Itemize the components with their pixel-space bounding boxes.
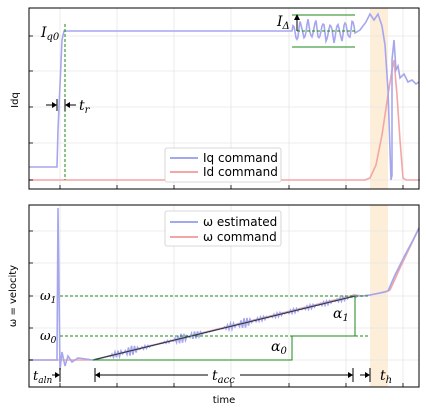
tr-arrowhead-right — [65, 102, 70, 108]
th-arrowhead — [365, 372, 370, 378]
tacc-arrowhead-left — [95, 372, 100, 378]
tacc-arrowhead-right — [348, 372, 353, 378]
legend-label-iq: Iq command — [203, 151, 278, 165]
omega-command-line — [29, 227, 420, 361]
bottom-legend: ω estimated ω command — [164, 210, 282, 247]
accel-reference-line — [92, 295, 356, 361]
annotation-taln: taln — [33, 369, 52, 386]
annotation-alpha1: α1 — [333, 306, 349, 324]
bottom-ticks — [29, 230, 404, 387]
annotation-iq0: Iq0 — [40, 25, 60, 43]
legend-label-id: Id command — [203, 165, 278, 179]
bottom-xlabel: time — [213, 395, 236, 406]
tr-arrowhead-left — [52, 102, 57, 108]
idelta-arrowhead — [294, 14, 300, 20]
annotation-tacc: tacc — [212, 368, 235, 386]
top-ticks — [29, 35, 404, 189]
annotation-omega0: ω0 — [40, 329, 57, 346]
annotation-alpha0: α0 — [271, 339, 287, 357]
taln-arrowhead — [55, 372, 60, 378]
iq-command-line — [29, 12, 420, 181]
annotation-omega1: ω1 — [40, 289, 56, 306]
top-panel: Iq0 tr IΔ Iq command Id command Idq — [10, 7, 420, 190]
legend-label-omega-cmd: ω command — [203, 230, 277, 244]
alpha0-triangle — [93, 336, 293, 361]
top-ylabel: Idq — [10, 92, 21, 108]
alpha1-triangle — [292, 296, 356, 337]
legend-label-omega-est: ω estimated — [203, 215, 277, 229]
top-highlight-band — [370, 8, 388, 189]
bottom-ylabel: ω = velocity — [8, 265, 19, 327]
bottom-panel: ω1 ω0 α1 α0 taln tacc th ω estimated ω c… — [8, 204, 420, 406]
top-legend: Iq command Id command — [164, 147, 282, 183]
annotation-idelta: IΔ — [276, 14, 290, 32]
annotation-th: th — [380, 368, 392, 386]
annotation-tr: tr — [79, 98, 91, 116]
top-axes-frame — [28, 7, 420, 190]
